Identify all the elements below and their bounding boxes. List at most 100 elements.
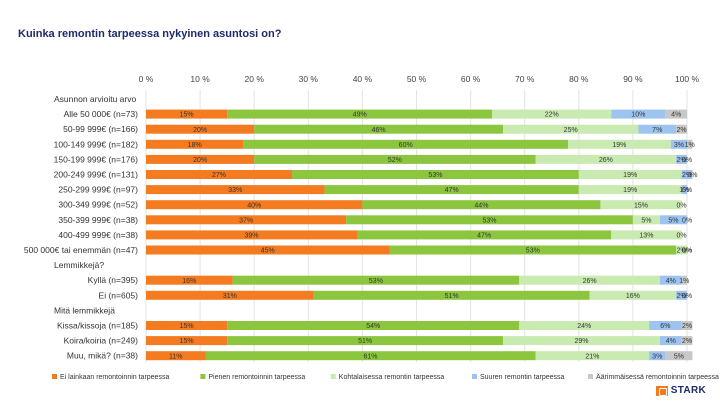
bar-segment — [681, 275, 687, 285]
bar-value-label: 4% — [666, 338, 676, 345]
bar-value-label: 2% — [682, 323, 692, 330]
legend-swatch — [52, 374, 57, 379]
bar-segment — [649, 351, 666, 361]
bar-value-label: 51% — [445, 293, 459, 300]
bar-segment — [254, 124, 504, 134]
bar-value-label: 53% — [369, 278, 383, 285]
bar-value-label: 4% — [666, 278, 676, 285]
bar-value-label: 33% — [228, 187, 242, 194]
bar-segment — [205, 351, 536, 361]
legend-swatch — [200, 374, 206, 379]
bar-value-label: 44% — [474, 202, 488, 209]
x-tick-label: 0 % — [139, 74, 154, 84]
stark-logo-icon — [655, 385, 668, 396]
bar-value-label: 18% — [188, 142, 202, 149]
x-tick-label: 50 % — [407, 74, 427, 84]
category-label: 350-399 999€ (n=38) — [58, 215, 138, 225]
bar-value-label: 1% — [685, 142, 695, 149]
bar-segment — [346, 215, 633, 225]
bar-value-label: 0% — [677, 202, 687, 209]
x-tick-label: 80 % — [569, 74, 589, 84]
group-header-label: Asunnon arvioitu arvo — [54, 94, 136, 104]
bar-value-label: 2% — [682, 172, 692, 179]
bar-segment — [292, 170, 579, 179]
brand-name: STARK — [670, 385, 706, 396]
bar-segment — [146, 245, 390, 255]
legend-swatch — [588, 374, 593, 379]
legend-label: Äärimmäisessä remontoinnin tarpeessa — [596, 373, 719, 381]
bar-value-label: 52% — [388, 157, 402, 164]
bar-value-label: 6% — [660, 323, 670, 330]
bar-segment — [676, 124, 687, 134]
bar-segment — [146, 124, 255, 134]
bar-value-label: 0% — [682, 157, 692, 164]
bar-segment — [362, 200, 601, 210]
x-tick-label: 60 % — [461, 74, 481, 84]
bar-value-label: 40% — [247, 202, 261, 209]
bar-segment — [243, 139, 568, 149]
bar-segment — [589, 290, 677, 300]
category-label: 500 000€ tai enemmän (n=47) — [24, 245, 138, 255]
bar-value-label: 54% — [366, 323, 380, 330]
legend-swatch — [472, 374, 477, 379]
bar-value-label: 45% — [261, 248, 275, 255]
legend-swatch — [330, 374, 336, 379]
bar-segment — [632, 215, 660, 225]
bar-value-label: 53% — [526, 248, 540, 255]
bar-segment — [519, 321, 650, 330]
legend-label: Suuren remontin tarpeessa — [480, 374, 565, 381]
category-label: Kissa/kissoja (n=185) — [57, 321, 138, 331]
bar-segment — [227, 109, 493, 119]
bar-value-label: 3% — [652, 353, 662, 360]
bar-segment — [146, 230, 357, 240]
bar-segment — [503, 124, 639, 134]
bar-segment — [503, 336, 660, 346]
bar-segment — [611, 230, 682, 240]
bar-segment — [146, 275, 233, 285]
bar-value-label: 2% — [677, 127, 687, 134]
bar-segment — [389, 245, 677, 255]
bar-segment — [535, 154, 677, 164]
bar-value-label: 0% — [682, 248, 692, 255]
bar-segment — [146, 336, 228, 346]
category-label: 400-499 999€ (n=38) — [58, 230, 138, 240]
bar-value-label: 22% — [545, 112, 559, 119]
bar-value-label: 53% — [428, 172, 442, 179]
bar-segment — [578, 185, 682, 195]
brand-logo: STARK — [655, 385, 706, 396]
category-label: Muu, mikä? (n=38) — [67, 351, 138, 361]
bar-value-label: 2% — [677, 248, 687, 255]
bar-segment — [681, 321, 693, 330]
bar-value-label: 60% — [399, 142, 413, 149]
bar-value-label: 26% — [583, 278, 597, 285]
legend-label: Ei lainkaan remontoinnin tarpeessa — [60, 374, 169, 381]
bar-segment — [146, 351, 206, 361]
bar-segment — [146, 170, 293, 179]
bar-segment — [687, 139, 693, 149]
bar-segment — [227, 336, 504, 346]
bar-value-label: 16% — [626, 293, 640, 300]
bar-value-label: 0% — [677, 233, 687, 240]
bar-value-label: 61% — [364, 353, 378, 360]
category-label: 100-149 999€ (n=182) — [54, 139, 139, 149]
bar-value-label: 26% — [599, 157, 613, 164]
bar-value-label: 15% — [180, 323, 194, 330]
bar-segment — [611, 109, 666, 119]
bar-value-label: 0% — [682, 187, 692, 194]
bar-value-label: 5% — [641, 217, 651, 224]
bar-value-label: 1% — [679, 187, 689, 194]
category-label: Kyllä (n=395) — [88, 275, 138, 285]
bar-segment — [681, 185, 687, 195]
bar-segment — [146, 109, 228, 119]
category-label: Koira/koiria (n=249) — [64, 336, 139, 346]
bar-value-label: 2% — [682, 338, 692, 345]
category-label: 150-199 999€ (n=176) — [54, 154, 139, 164]
bar-value-label: 21% — [585, 353, 599, 360]
bar-value-label: 39% — [244, 233, 258, 240]
bar-value-label: 0% — [687, 172, 697, 179]
bar-value-label: 5% — [674, 353, 684, 360]
category-label: 300-349 999€ (n=52) — [58, 200, 138, 210]
bar-value-label: 16% — [182, 278, 196, 285]
category-label: Ei (n=605) — [99, 290, 139, 300]
